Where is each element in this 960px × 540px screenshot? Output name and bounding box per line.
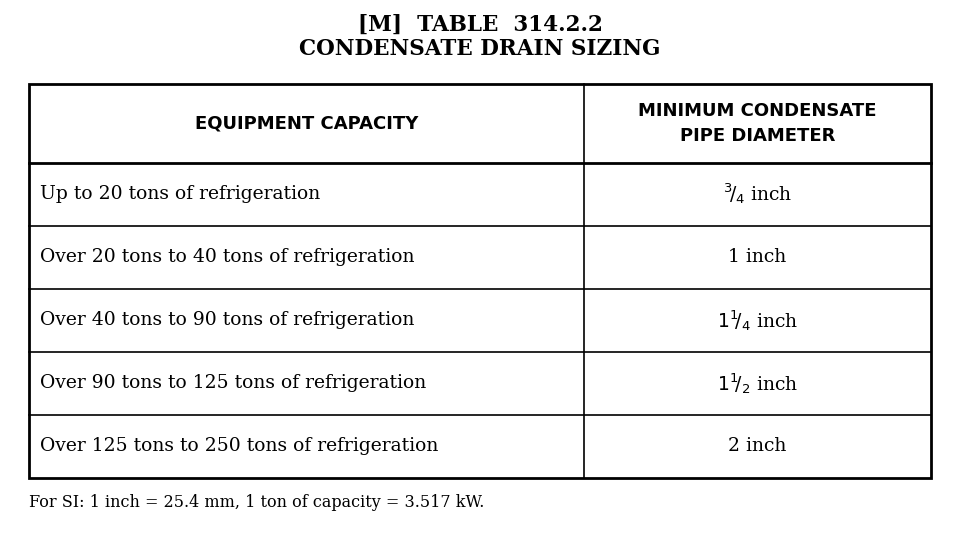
- Text: EQUIPMENT CAPACITY: EQUIPMENT CAPACITY: [195, 114, 418, 132]
- Text: 1 inch: 1 inch: [729, 248, 786, 266]
- Text: $1^1\!/_2$ inch: $1^1\!/_2$ inch: [717, 371, 798, 396]
- Text: [M]  TABLE  314.2.2: [M] TABLE 314.2.2: [357, 14, 603, 35]
- Text: For SI: 1 inch = 25.4 mm, 1 ton of capacity = 3.517 kW.: For SI: 1 inch = 25.4 mm, 1 ton of capac…: [29, 494, 484, 511]
- Text: Over 40 tons to 90 tons of refrigeration: Over 40 tons to 90 tons of refrigeration: [40, 311, 415, 329]
- Text: 2 inch: 2 inch: [729, 437, 786, 455]
- Text: Up to 20 tons of refrigeration: Up to 20 tons of refrigeration: [40, 185, 321, 203]
- Text: PIPE DIAMETER: PIPE DIAMETER: [680, 127, 835, 145]
- Text: $1^1\!/_4$ inch: $1^1\!/_4$ inch: [717, 308, 798, 333]
- Text: CONDENSATE DRAIN SIZING: CONDENSATE DRAIN SIZING: [300, 38, 660, 59]
- Text: Over 125 tons to 250 tons of refrigeration: Over 125 tons to 250 tons of refrigerati…: [40, 437, 439, 455]
- Text: Over 20 tons to 40 tons of refrigeration: Over 20 tons to 40 tons of refrigeration: [40, 248, 415, 266]
- Text: Over 90 tons to 125 tons of refrigeration: Over 90 tons to 125 tons of refrigeratio…: [40, 374, 426, 392]
- Text: MINIMUM CONDENSATE: MINIMUM CONDENSATE: [638, 102, 876, 119]
- Bar: [29, 84, 931, 478]
- Text: $^3\!/_4$ inch: $^3\!/_4$ inch: [723, 181, 792, 206]
